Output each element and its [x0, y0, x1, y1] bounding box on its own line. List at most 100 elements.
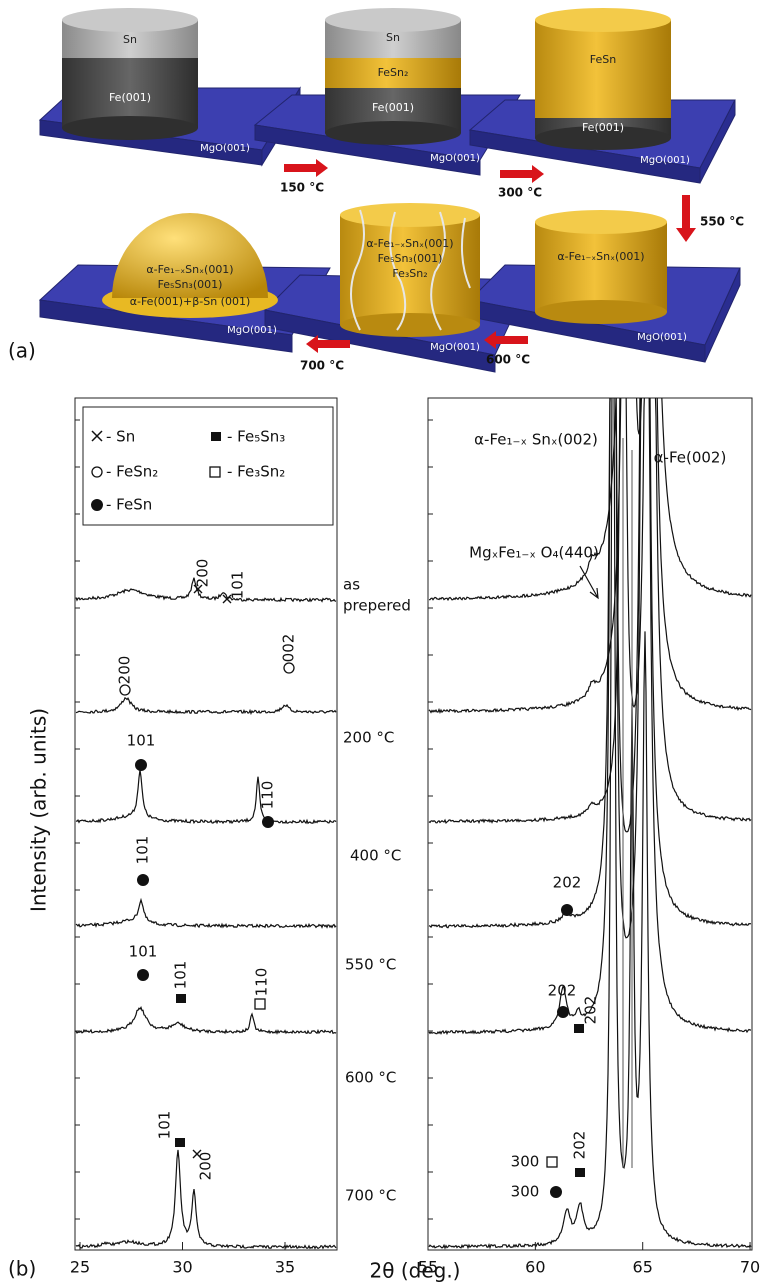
substrate-label: MgO(001) [200, 143, 250, 154]
x-axes: 25 30 35 55 60 65 70 [70, 1242, 760, 1277]
peak-label: 202 [548, 982, 577, 1000]
xrd-trace [428, 398, 752, 715]
plot-frame [427, 397, 753, 1251]
cylinder-2: Sn FeSn₂ Fe(001) [325, 8, 461, 145]
trace-label: 600 °C [345, 1069, 396, 1087]
layer-label: Fe₅Sn₃(001) [378, 252, 443, 265]
xrd-trace [428, 398, 752, 825]
substrate-label: MgO(001) [637, 332, 687, 343]
peak-label: 200 [116, 656, 134, 685]
substrate-side [704, 267, 741, 363]
xrd-trace [75, 1005, 337, 1035]
cylinder-1: Sn Fe(001) [62, 8, 198, 140]
arrows [284, 159, 696, 353]
trace-label: as [343, 576, 360, 594]
peak-label: 200 [194, 559, 212, 588]
legend-label: - FeSn [106, 496, 152, 514]
xrd-trace [75, 769, 337, 825]
xrd-trace [428, 398, 752, 929]
substrate-side [254, 124, 481, 176]
peak-label: 101 [129, 943, 158, 961]
step-label: 550 °C [700, 215, 744, 229]
arrow [284, 159, 328, 177]
arrow [484, 331, 528, 349]
panel-label: (b) [8, 1257, 36, 1281]
legend-label: - Sn [106, 428, 135, 446]
plot-frame [74, 397, 338, 1251]
layer-label: Fe₅Sn₃(001) [158, 278, 223, 291]
xrd-trace [75, 1149, 337, 1250]
substrate-side [264, 309, 496, 373]
peak-label: 101 [229, 571, 247, 600]
trace-label: 700 °C [345, 1187, 396, 1205]
x-tick-label: 25 [70, 1258, 90, 1277]
x-tick-label: 55 [418, 1258, 438, 1277]
xrd-trace [429, 398, 752, 602]
substrate-label: MgO(001) [227, 325, 277, 336]
trace-label: 400 °C [350, 847, 401, 865]
dome: α-Fe₁₋ₓSnₓ(001) Fe₅Sn₃(001) α-Fe(001)+β-… [102, 213, 278, 318]
step-label: 300 °C [498, 186, 542, 200]
layer-label: α-Fe(001)+β-Sn (001) [130, 295, 251, 308]
layer-label: α-Fe₁₋ₓSnₓ(001) [557, 250, 644, 263]
layer-label: α-Fe₁₋ₓSnₓ(001) [366, 237, 453, 250]
peak-label: 202 [571, 1131, 589, 1160]
substrate-side [699, 99, 736, 184]
x-axis-label: 2θ (deg.) [370, 1259, 461, 1283]
trace-labels: as prepered 200 °C 400 °C 550 °C 600 °C … [343, 576, 411, 1205]
peak-label: 101 [127, 732, 156, 750]
layer-label: FeSn [590, 53, 616, 66]
peak-label: 110 [259, 781, 277, 810]
cylinder-4: α-Fe₁₋ₓSnₓ(001) Fe₅Sn₃(001) Fe₃Sn₂ [340, 203, 480, 337]
arrow [306, 335, 350, 353]
legend-marker [91, 499, 103, 511]
layer-label: Fe(001) [582, 121, 624, 134]
x-tick-label: 70 [740, 1258, 760, 1277]
legend-label: - Fe₅Sn₃ [227, 428, 285, 446]
x-tick-label: 35 [275, 1258, 295, 1277]
layer-label: α-Fe₁₋ₓSnₓ(001) [146, 263, 233, 276]
peak-label: 300 [511, 1153, 540, 1171]
peak-label: 202 [582, 996, 600, 1025]
peak-annotations: 200 101 200 002 101 110 101 101 101 110 … [116, 559, 298, 1181]
x-tick-label: 30 [172, 1258, 192, 1277]
xrd-trace [428, 398, 752, 1250]
legend-label: - FeSn₂ [106, 463, 158, 481]
peak-label: MgₓFe₁₋ₓ O₄(440) [469, 544, 599, 562]
peak-label: 101 [134, 836, 152, 865]
traces [75, 398, 752, 1250]
layer-label: Sn [386, 31, 400, 44]
layer-label: Sn [123, 33, 137, 46]
x-tick-label: 65 [633, 1258, 653, 1277]
substrate-label: MgO(001) [430, 342, 480, 353]
cylinder-3: FeSn Fe(001) [535, 8, 671, 150]
cylinder-5: α-Fe₁₋ₓSnₓ(001) [535, 210, 667, 324]
xrd-trace [75, 897, 337, 929]
layer-label: Fe(001) [372, 101, 414, 114]
peak-label: 300 [511, 1183, 540, 1201]
substrate-side [39, 299, 293, 353]
legend-marker [91, 430, 103, 442]
peak-label: 002 [280, 634, 298, 663]
peak-label: 110 [253, 968, 271, 997]
peak-label: 101 [172, 961, 190, 990]
legend-marker [211, 432, 221, 441]
xrd-trace [428, 398, 751, 1036]
legend-label: - Fe₃Sn₂ [227, 463, 285, 481]
substrate-label: MgO(001) [430, 153, 480, 164]
right-annotations: α-Fe₁₋ₓ Snₓ(002) α-Fe(002) MgₓFe₁₋ₓ O₄(4… [469, 431, 726, 1201]
minor-ticks [75, 419, 433, 1220]
arrow [676, 195, 696, 242]
trace-label: prepered [343, 597, 411, 615]
step-label: 600 °C [486, 353, 530, 367]
step-label: 150 °C [280, 181, 324, 195]
xrd-trace [75, 577, 337, 603]
layer-label: FeSn₂ [378, 66, 409, 79]
peak-label: 101 [156, 1111, 174, 1140]
legend-marker [91, 466, 103, 478]
legend-marker [209, 466, 221, 478]
layer-label: Fe₃Sn₂ [392, 267, 427, 280]
peak-label: α-Fe₁₋ₓ Snₓ(002) [474, 431, 598, 449]
substrate-label: MgO(001) [640, 155, 690, 166]
